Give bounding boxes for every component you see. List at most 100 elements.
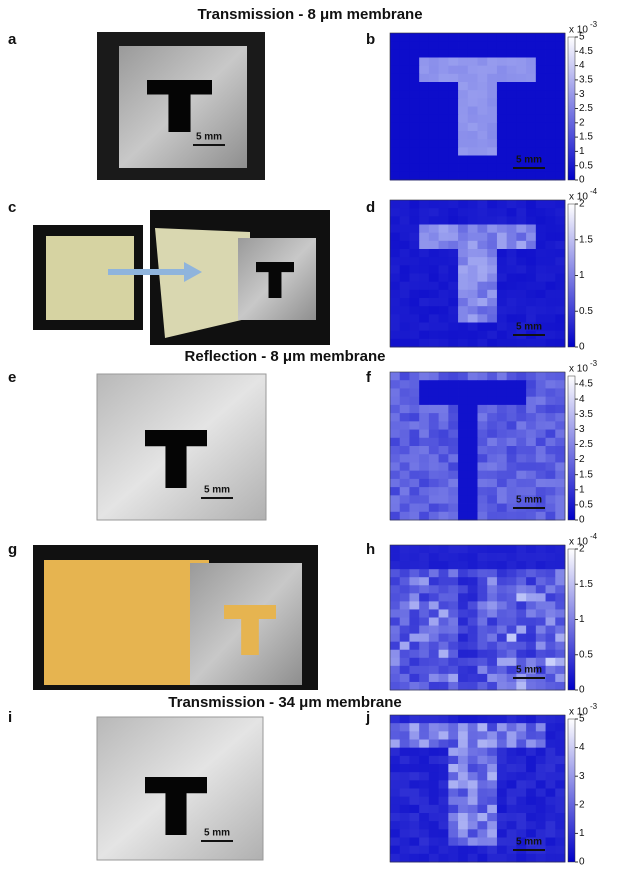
heatmap-cell — [439, 618, 449, 626]
heatmap-cell — [546, 90, 556, 99]
heatmap-cell — [555, 90, 565, 99]
heatmap-cell — [458, 323, 468, 332]
heatmap-cell — [439, 372, 449, 381]
heatmap-cell — [468, 241, 478, 250]
heatmap-cell — [468, 380, 478, 389]
heatmap-cell — [419, 756, 429, 765]
heatmap-cell — [555, 265, 565, 274]
heatmap-cell — [487, 642, 497, 650]
heatmap-cell — [458, 257, 468, 266]
heatmap-cell — [487, 462, 497, 471]
heatmap-cell — [419, 454, 429, 463]
colorbar-tick-label: 3 — [579, 424, 585, 435]
heatmap-cell — [390, 731, 400, 740]
heatmap-cell — [390, 225, 400, 234]
heatmap-cell — [487, 797, 497, 806]
heatmap-cell — [507, 471, 517, 480]
heatmap-cell — [526, 282, 536, 291]
heatmap-cell — [497, 577, 507, 585]
heatmap-cell — [468, 306, 478, 315]
heatmap-cell — [546, 249, 556, 258]
heatmap-cell — [390, 306, 400, 315]
heatmap-cell — [526, 139, 536, 148]
heatmap-cell — [468, 339, 478, 348]
heatmap-cell — [536, 772, 546, 781]
heatmap-cell — [458, 58, 468, 67]
heatmap-cell — [546, 430, 556, 439]
heatmap-cell — [526, 682, 536, 690]
heatmap-cell — [400, 650, 410, 658]
heatmap-cell — [507, 789, 517, 798]
heatmap-cell — [478, 58, 488, 67]
heatmap-cell — [390, 462, 400, 471]
colorbar-multiplier: x 10 — [569, 192, 588, 203]
heatmap-cell — [478, 200, 488, 209]
heatmap-cell — [497, 290, 507, 299]
colorbar-tick-label: 4.5 — [579, 46, 593, 57]
heatmap-cell — [555, 147, 565, 156]
heatmap-cell — [409, 805, 419, 814]
heatmap-cell — [507, 225, 517, 234]
heatmap-cell — [555, 609, 565, 617]
heatmap-cell — [458, 731, 468, 740]
heatmap-cell — [429, 265, 439, 274]
heatmap-cell — [458, 764, 468, 773]
heatmap-cell — [497, 123, 507, 132]
heatmap-cell — [526, 780, 536, 789]
heatmap-cell — [429, 397, 439, 406]
heatmap-cell — [546, 829, 556, 838]
heatmap-cell — [516, 172, 526, 181]
heatmap-cell — [409, 372, 419, 381]
heatmap-cell — [546, 413, 556, 422]
heatmap-cell — [419, 674, 429, 682]
heatmap-cell — [546, 731, 556, 740]
heatmap-cell — [497, 225, 507, 234]
heatmap-cell — [555, 479, 565, 488]
heatmap-cell — [546, 715, 556, 724]
panel-letter: g — [8, 541, 17, 558]
heatmap-cell — [555, 314, 565, 323]
heatmap-cell — [487, 658, 497, 666]
heatmap-cell — [497, 298, 507, 307]
heatmap-cell — [439, 545, 449, 553]
colorbar-tick-label: 0 — [579, 342, 585, 353]
heatmap-cell — [497, 748, 507, 757]
heatmap-cell — [429, 249, 439, 258]
heatmap-cell — [429, 282, 439, 291]
heatmap-cell — [516, 471, 526, 480]
heatmap-cell — [536, 789, 546, 798]
heatmap-cell — [478, 821, 488, 830]
heatmap-cell — [439, 208, 449, 217]
heatmap-cell — [419, 642, 429, 650]
heatmap-cell — [439, 90, 449, 99]
heatmap-cell — [497, 764, 507, 773]
heatmap-cell — [458, 846, 468, 855]
heatmap-cell — [468, 561, 478, 569]
heatmap-cell — [409, 265, 419, 274]
heatmap-cell — [429, 487, 439, 496]
heatmap-cell — [390, 569, 400, 577]
heatmap-cell — [439, 666, 449, 674]
heatmap-cell — [555, 41, 565, 50]
heatmap-cell — [429, 200, 439, 209]
heatmap-cell — [497, 504, 507, 513]
heatmap-cell — [526, 306, 536, 315]
colorbar-tick-label: 2 — [579, 117, 585, 128]
heatmap-cell — [526, 421, 536, 430]
heatmap-cell — [419, 405, 429, 414]
heatmap-cell — [526, 388, 536, 397]
heatmap-cell — [526, 249, 536, 258]
heatmap-cell — [390, 123, 400, 132]
heatmap-cell — [448, 208, 458, 217]
heatmap-cell — [458, 805, 468, 814]
heatmap-cell — [448, 821, 458, 830]
heatmap-cell — [409, 397, 419, 406]
heatmap-cell — [458, 49, 468, 58]
heatmap-cell — [516, 339, 526, 348]
heatmap-cell — [429, 107, 439, 116]
heatmap-cell — [536, 854, 546, 863]
heatmap-cell — [439, 642, 449, 650]
heatmap-cell — [400, 846, 410, 855]
heatmap-cell — [419, 593, 429, 601]
heatmap-cell — [439, 388, 449, 397]
